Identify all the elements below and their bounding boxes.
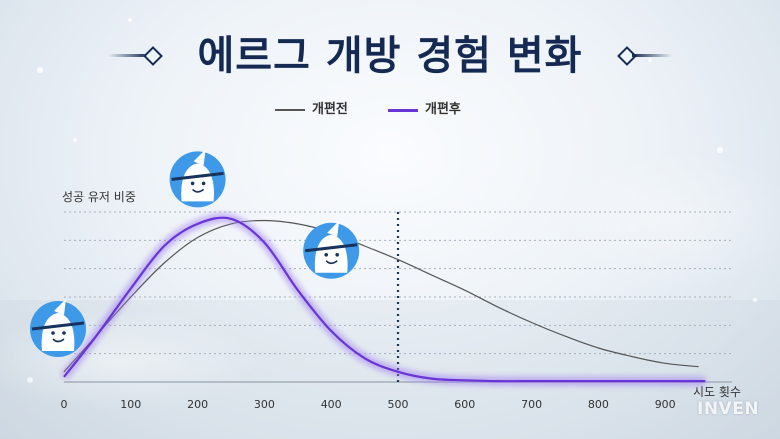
- chart-title-area: 에르그 개방 경험 변화: [0, 28, 780, 84]
- series-line-before: [63, 219, 699, 373]
- smiling-ghost-icon: [30, 299, 86, 357]
- ghost-smile: [325, 260, 338, 265]
- ghost-body: [314, 234, 348, 273]
- ghost-icons: [30, 149, 360, 357]
- series-after: [60, 213, 706, 386]
- legend-label-before: 개편전: [312, 102, 348, 117]
- x-tick-label: 500: [388, 398, 409, 411]
- x-tick-labels: 0 100 200 300 400 500 600 700 800 900: [61, 398, 676, 411]
- x-tick-label: 600: [454, 398, 475, 411]
- legend-line-after: [388, 109, 418, 112]
- x-tick-label: 300: [254, 398, 275, 411]
- series-before: [63, 219, 699, 373]
- ghost-body: [181, 163, 214, 202]
- ghost-eye: [190, 181, 195, 186]
- smiling-ghost-icon: [303, 220, 360, 279]
- smiling-ghost-icon: [169, 149, 226, 208]
- series-line-after: [63, 216, 706, 383]
- series-glow-after: [60, 213, 706, 386]
- ghost-tip: [327, 220, 340, 237]
- ghost-body: [41, 313, 75, 351]
- legend-line-before: [275, 109, 305, 111]
- hat-brim: [305, 243, 358, 253]
- x-tick-label: 200: [187, 398, 208, 411]
- ghost-eye: [335, 253, 339, 257]
- ghost-eye: [201, 181, 206, 186]
- watermark-logo: INVEN: [697, 399, 760, 419]
- title-ornament-left: [108, 54, 148, 57]
- x-tick-label: 900: [655, 398, 676, 411]
- ghost-eye: [62, 331, 66, 335]
- x-tick-label: 800: [588, 398, 609, 411]
- x-tick-label: 700: [521, 398, 542, 411]
- ghost-tip: [193, 149, 206, 166]
- x-axis-label: 시도 횟수: [693, 385, 741, 399]
- ghost-smile: [52, 338, 65, 343]
- ghost-eye: [51, 331, 55, 335]
- ghost-eye: [324, 253, 328, 257]
- ghost-tip: [54, 299, 66, 315]
- x-tick-label: 400: [321, 398, 342, 411]
- legend-label-after: 개편후: [425, 102, 461, 117]
- ghost-smile: [192, 188, 205, 193]
- title-ornament-right: [632, 54, 672, 57]
- x-tick-label: 0: [61, 398, 68, 411]
- x-tick-label: 100: [120, 398, 141, 411]
- chart-title: 에르그 개방 경험 변화: [197, 33, 583, 79]
- hat-brim: [31, 321, 85, 331]
- legend: 개편전 개편후: [0, 100, 780, 120]
- hat-brim: [171, 171, 224, 181]
- y-axis-label: 성공 유저 비중: [62, 190, 136, 204]
